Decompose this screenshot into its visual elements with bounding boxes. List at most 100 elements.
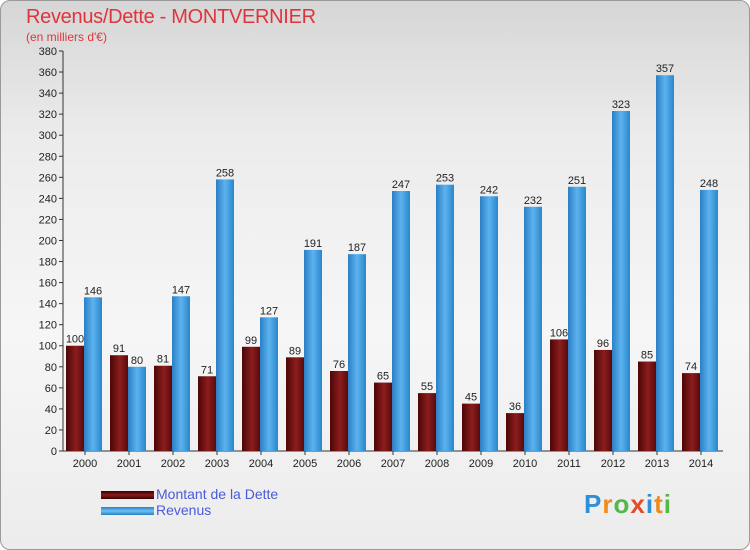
debt-bar-label: 99 [245, 335, 257, 347]
x-tick-label: 2008 [425, 458, 449, 470]
revenue-bar-label: 357 [656, 63, 674, 75]
revenue-bar-label: 248 [700, 178, 718, 190]
revenue-bar [700, 189, 718, 451]
chart-subtitle: (en milliers d'€) [26, 30, 107, 44]
y-tick-label: 200 [39, 235, 57, 247]
x-tick-label: 2002 [161, 458, 185, 470]
revenue-bar-label: 323 [612, 99, 630, 111]
y-tick-label: 20 [45, 425, 57, 437]
debt-bar [286, 357, 304, 451]
proxiti-logo: Proxiti [584, 489, 672, 520]
debt-bar [198, 376, 216, 451]
y-tick-label: 40 [45, 404, 57, 416]
revenue-bar [436, 184, 454, 451]
revenue-bar [392, 191, 410, 451]
revenue-bar [84, 297, 102, 451]
y-tick-label: 240 [39, 193, 57, 205]
debt-bar-label: 65 [377, 371, 389, 383]
x-tick-label: 2010 [513, 458, 537, 470]
revenue-bar [172, 296, 190, 451]
debt-bar-label: 45 [465, 392, 477, 404]
debt-bar-label: 74 [685, 361, 697, 373]
revenue-bar [480, 196, 498, 451]
debt-bar [418, 393, 436, 451]
x-tick-label: 2006 [337, 458, 361, 470]
x-tick-label: 2007 [381, 458, 405, 470]
y-tick-label: 340 [39, 88, 57, 100]
debt-bar-label: 85 [641, 350, 653, 362]
debt-bar-label: 55 [421, 381, 433, 393]
revenue-bar-label: 232 [524, 195, 542, 207]
x-tick-label: 2012 [601, 458, 625, 470]
logo-letter: o [613, 489, 631, 519]
legend-label-revenus: Revenus [156, 502, 212, 518]
y-tick-label: 180 [39, 257, 57, 269]
debt-bar-label: 96 [597, 338, 609, 350]
revenue-bar [304, 249, 322, 451]
revenue-bar [260, 317, 278, 451]
revenue-bar [216, 179, 234, 451]
x-tick-label: 2003 [205, 458, 229, 470]
debt-bar-label: 100 [66, 334, 84, 346]
x-tick-label: 2009 [469, 458, 493, 470]
revenue-bar-label: 253 [436, 173, 454, 185]
chart-title: Revenus/Dette - MONTVERNIER [26, 6, 316, 28]
revenue-bar-label: 247 [392, 179, 410, 191]
revenue-bar-label: 187 [348, 242, 366, 254]
debt-bar [330, 371, 348, 451]
debt-bar [506, 413, 524, 451]
chart-labels: 100 146 91 80 81 147 71 258 99 127 89 191 76 187 65 247… [66, 63, 718, 413]
logo-letter: t [654, 489, 664, 519]
legend-label-dette: Montant de la Dette [156, 486, 279, 502]
x-tick-label: 2011 [557, 458, 581, 470]
debt-bar-label: 76 [333, 359, 345, 371]
x-tick-label: 2004 [249, 458, 273, 470]
logo-letter: x [630, 489, 646, 519]
logo-letter: P [584, 489, 603, 519]
y-tick-label: 100 [39, 341, 57, 353]
debt-bar-label: 71 [201, 364, 213, 376]
y-tick-label: 220 [39, 214, 57, 226]
y-tick-label: 160 [39, 278, 57, 290]
debt-bar [638, 361, 656, 451]
revenue-bar-label: 147 [172, 284, 190, 296]
revenue-bar-label: 191 [304, 238, 322, 250]
debt-bar [110, 355, 128, 451]
y-tick-label: 320 [39, 109, 57, 121]
y-tick-label: 0 [51, 446, 57, 458]
y-tick-label: 60 [45, 383, 57, 395]
logo-letter: r [602, 489, 614, 519]
y-tick-label: 360 [39, 67, 57, 79]
revenue-bar [656, 75, 674, 452]
debt-bar [682, 373, 700, 451]
debt-bar-label: 81 [157, 354, 169, 366]
revenue-bar [568, 186, 586, 451]
y-tick-label: 300 [39, 130, 57, 142]
debt-bar-label: 36 [509, 401, 521, 413]
y-tick-label: 140 [39, 299, 57, 311]
debt-bar [462, 403, 480, 451]
x-tick-label: 2001 [117, 458, 141, 470]
logo-letter: i [663, 489, 672, 519]
x-tick-label: 2013 [645, 458, 669, 470]
y-tick-label: 120 [39, 320, 57, 332]
revenue-bar-label: 146 [84, 285, 102, 297]
debt-bar [374, 382, 392, 451]
debt-bar-label: 91 [113, 343, 125, 355]
revenue-bar-label: 251 [568, 175, 586, 187]
debt-bar-label: 89 [289, 345, 301, 357]
logo-letter: i [645, 489, 655, 519]
legend-swatch-dette [101, 491, 154, 499]
debt-bar [154, 365, 172, 451]
x-tick-label: 2014 [689, 458, 713, 470]
revenue-bar [612, 111, 630, 451]
revenue-bar-label: 242 [480, 184, 498, 196]
y-tick-label: 260 [39, 172, 57, 184]
x-tick-label: 2000 [73, 458, 97, 470]
chart-bars [66, 75, 718, 452]
revenue-bar-label: 80 [131, 355, 143, 367]
revenue-bar [524, 206, 542, 451]
y-tick-label: 280 [39, 151, 57, 163]
